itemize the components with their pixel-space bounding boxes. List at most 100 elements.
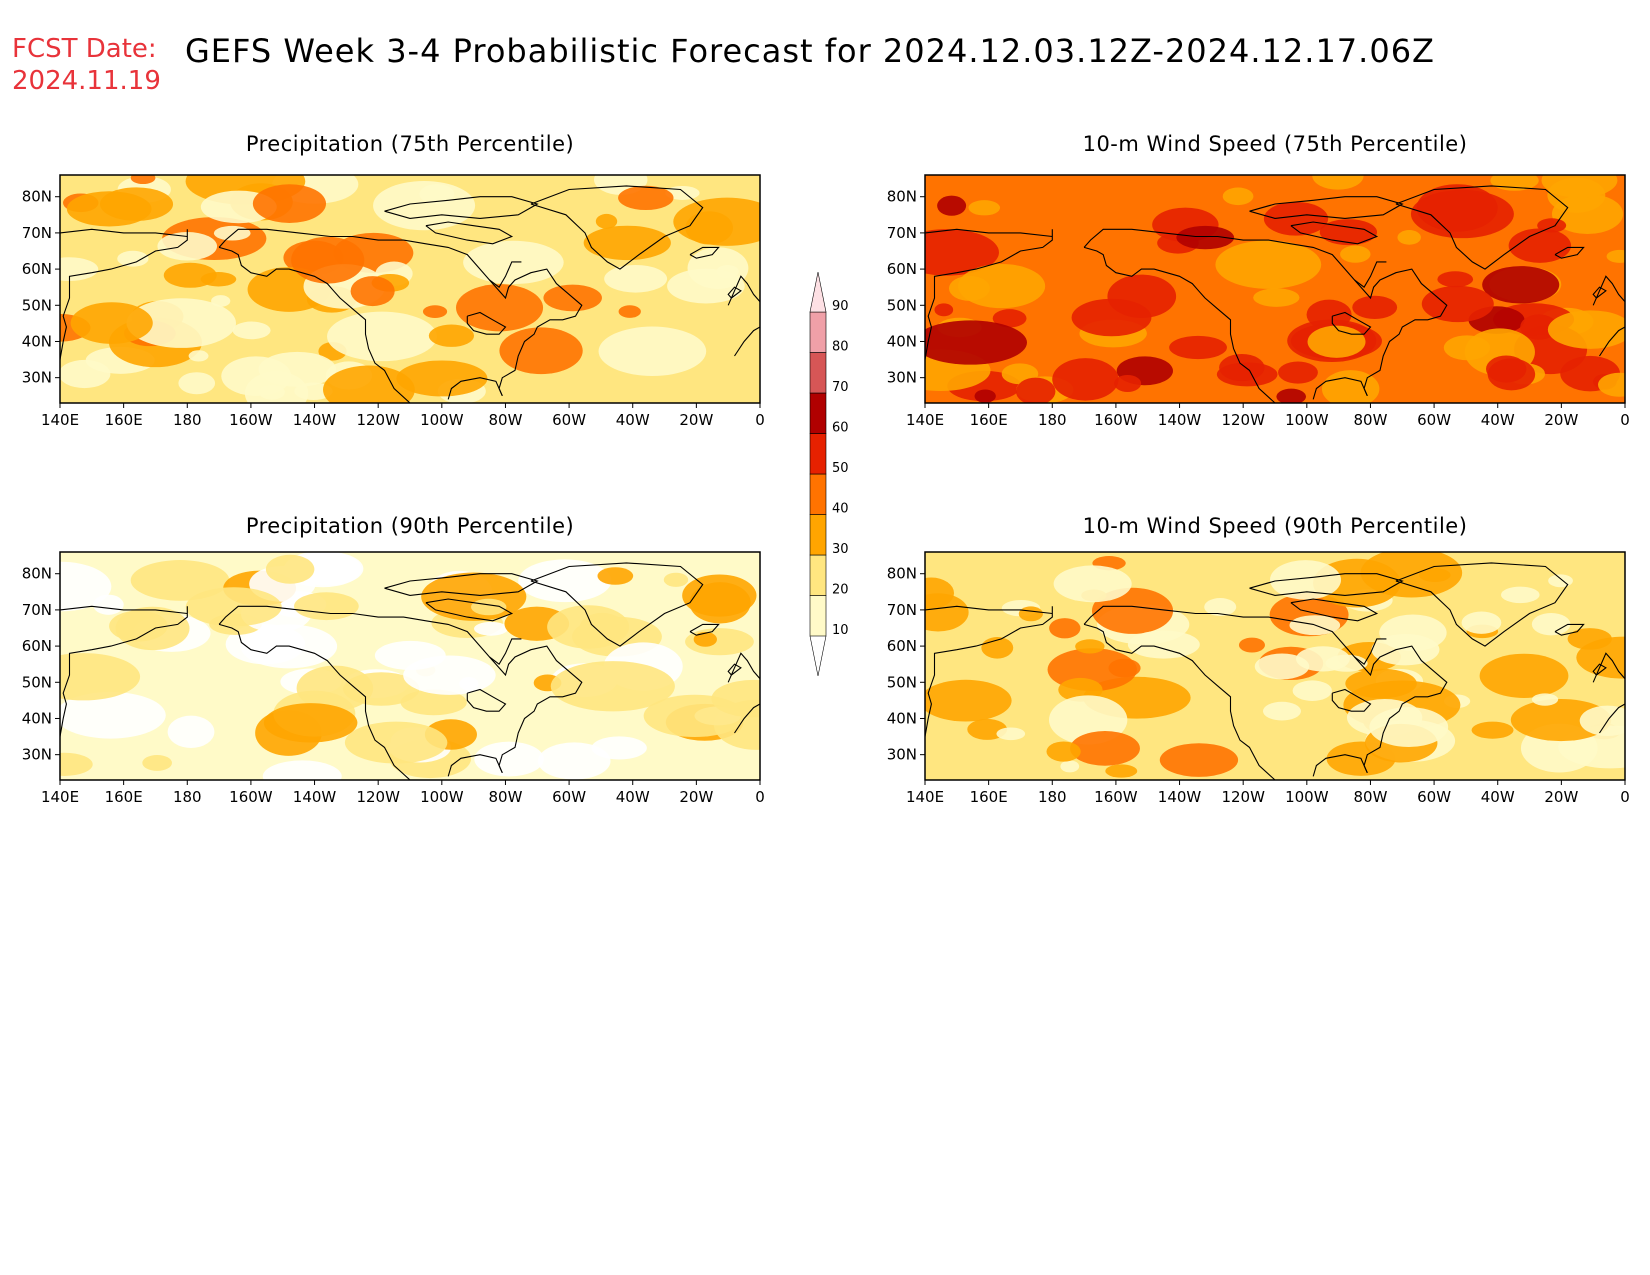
coastline bbox=[60, 606, 188, 737]
x-tick-label: 80W bbox=[1353, 788, 1387, 806]
colorbar-label: 40 bbox=[832, 502, 849, 517]
colorbar-box bbox=[809, 595, 827, 637]
field-patch bbox=[400, 689, 467, 716]
field-patch bbox=[1541, 175, 1618, 198]
field-patch bbox=[618, 185, 674, 211]
y-tick-label: 40N bbox=[22, 709, 52, 727]
field-patch bbox=[258, 351, 337, 387]
field-patch bbox=[213, 225, 251, 241]
field-patch bbox=[1254, 653, 1310, 680]
field-patch bbox=[403, 655, 496, 695]
x-tick-label: 0 bbox=[1620, 788, 1630, 806]
field-patch bbox=[130, 560, 230, 601]
field-patch bbox=[604, 264, 668, 293]
field-patch bbox=[1307, 325, 1366, 358]
y-tick-label: 70N bbox=[887, 224, 917, 242]
coastline bbox=[218, 623, 411, 780]
field-patch bbox=[474, 741, 544, 777]
field-patch bbox=[682, 574, 757, 617]
field-patch bbox=[1070, 730, 1140, 766]
field-patch bbox=[1312, 175, 1364, 190]
colorbar-box bbox=[809, 392, 827, 434]
field-patch bbox=[344, 721, 448, 764]
x-tick-label: 140E bbox=[41, 411, 79, 429]
x-tick-label: 60W bbox=[552, 788, 586, 806]
coastline bbox=[218, 246, 411, 403]
coastline bbox=[1083, 623, 1276, 780]
y-tick-label: 70N bbox=[22, 224, 52, 242]
coastline bbox=[1592, 286, 1607, 299]
colorbar-box bbox=[809, 514, 827, 556]
field-patch bbox=[583, 225, 671, 261]
colorbar-label: 30 bbox=[832, 542, 849, 557]
y-tick-label: 80N bbox=[22, 188, 52, 206]
field-patch bbox=[968, 200, 1001, 216]
field-patch bbox=[188, 350, 209, 362]
colorbar-box bbox=[809, 473, 827, 515]
field-patch bbox=[673, 197, 760, 246]
field-patch bbox=[925, 593, 969, 632]
coastline bbox=[60, 228, 188, 238]
field-patch bbox=[1340, 245, 1371, 263]
field-patch bbox=[1052, 358, 1119, 401]
y-tick-label: 80N bbox=[887, 188, 917, 206]
field-patch bbox=[550, 661, 675, 712]
field-patch bbox=[1345, 668, 1417, 699]
field-patch bbox=[459, 677, 479, 691]
field-patch bbox=[1371, 633, 1440, 666]
y-tick-label: 50N bbox=[887, 296, 917, 314]
field-patch bbox=[1060, 760, 1080, 773]
x-tick-label: 140E bbox=[41, 788, 79, 806]
coastline bbox=[1592, 275, 1625, 306]
field-patch bbox=[1049, 618, 1081, 639]
coastline bbox=[218, 228, 522, 289]
coastline bbox=[1331, 311, 1372, 335]
field-patch bbox=[130, 175, 156, 185]
field-patch bbox=[60, 691, 166, 739]
coastline bbox=[1312, 754, 1368, 777]
field-patch bbox=[428, 324, 475, 347]
x-tick-label: 180 bbox=[173, 788, 202, 806]
x-tick-label: 120W bbox=[356, 788, 400, 806]
coastline bbox=[1554, 623, 1585, 636]
coastline bbox=[1395, 562, 1569, 647]
coastline bbox=[1599, 326, 1625, 357]
field-patch bbox=[1531, 612, 1571, 636]
x-tick-label: 160W bbox=[1094, 788, 1138, 806]
x-tick-label: 180 bbox=[1038, 411, 1067, 429]
field-patch bbox=[258, 384, 285, 400]
x-tick-label: 160E bbox=[105, 411, 143, 429]
field-patch bbox=[1222, 187, 1254, 206]
field-patch bbox=[1114, 374, 1142, 392]
y-tick-label: 70N bbox=[887, 601, 917, 619]
coastline bbox=[447, 377, 503, 400]
field-patch bbox=[167, 715, 215, 749]
coastline bbox=[925, 229, 1053, 360]
field-patch bbox=[598, 326, 707, 376]
fcst-date-label: FCST Date: bbox=[12, 34, 157, 64]
coastline bbox=[1599, 703, 1625, 734]
field-patch bbox=[716, 265, 739, 279]
field-patch bbox=[1238, 637, 1265, 653]
x-tick-label: 40W bbox=[1481, 411, 1515, 429]
field-patch bbox=[1015, 377, 1056, 403]
coastline bbox=[489, 268, 583, 397]
field-patch bbox=[1576, 636, 1625, 679]
field-patch bbox=[992, 309, 1027, 328]
field-patch bbox=[925, 320, 1027, 365]
colorbar-box bbox=[809, 311, 827, 353]
field-patch bbox=[1606, 249, 1625, 263]
colorbar-box bbox=[809, 554, 827, 596]
field-patch bbox=[1105, 764, 1138, 778]
map-frame bbox=[59, 174, 761, 404]
x-tick-label: 120W bbox=[1221, 788, 1265, 806]
coastline bbox=[1290, 221, 1379, 245]
coastline bbox=[1249, 573, 1404, 596]
x-tick-label: 100W bbox=[1285, 788, 1329, 806]
field-patch bbox=[1319, 219, 1378, 246]
x-tick-label: 140W bbox=[293, 788, 337, 806]
field-patch bbox=[1547, 310, 1625, 349]
field-patch bbox=[499, 327, 583, 375]
x-tick-label: 140W bbox=[293, 411, 337, 429]
x-tick-label: 60W bbox=[1417, 411, 1451, 429]
